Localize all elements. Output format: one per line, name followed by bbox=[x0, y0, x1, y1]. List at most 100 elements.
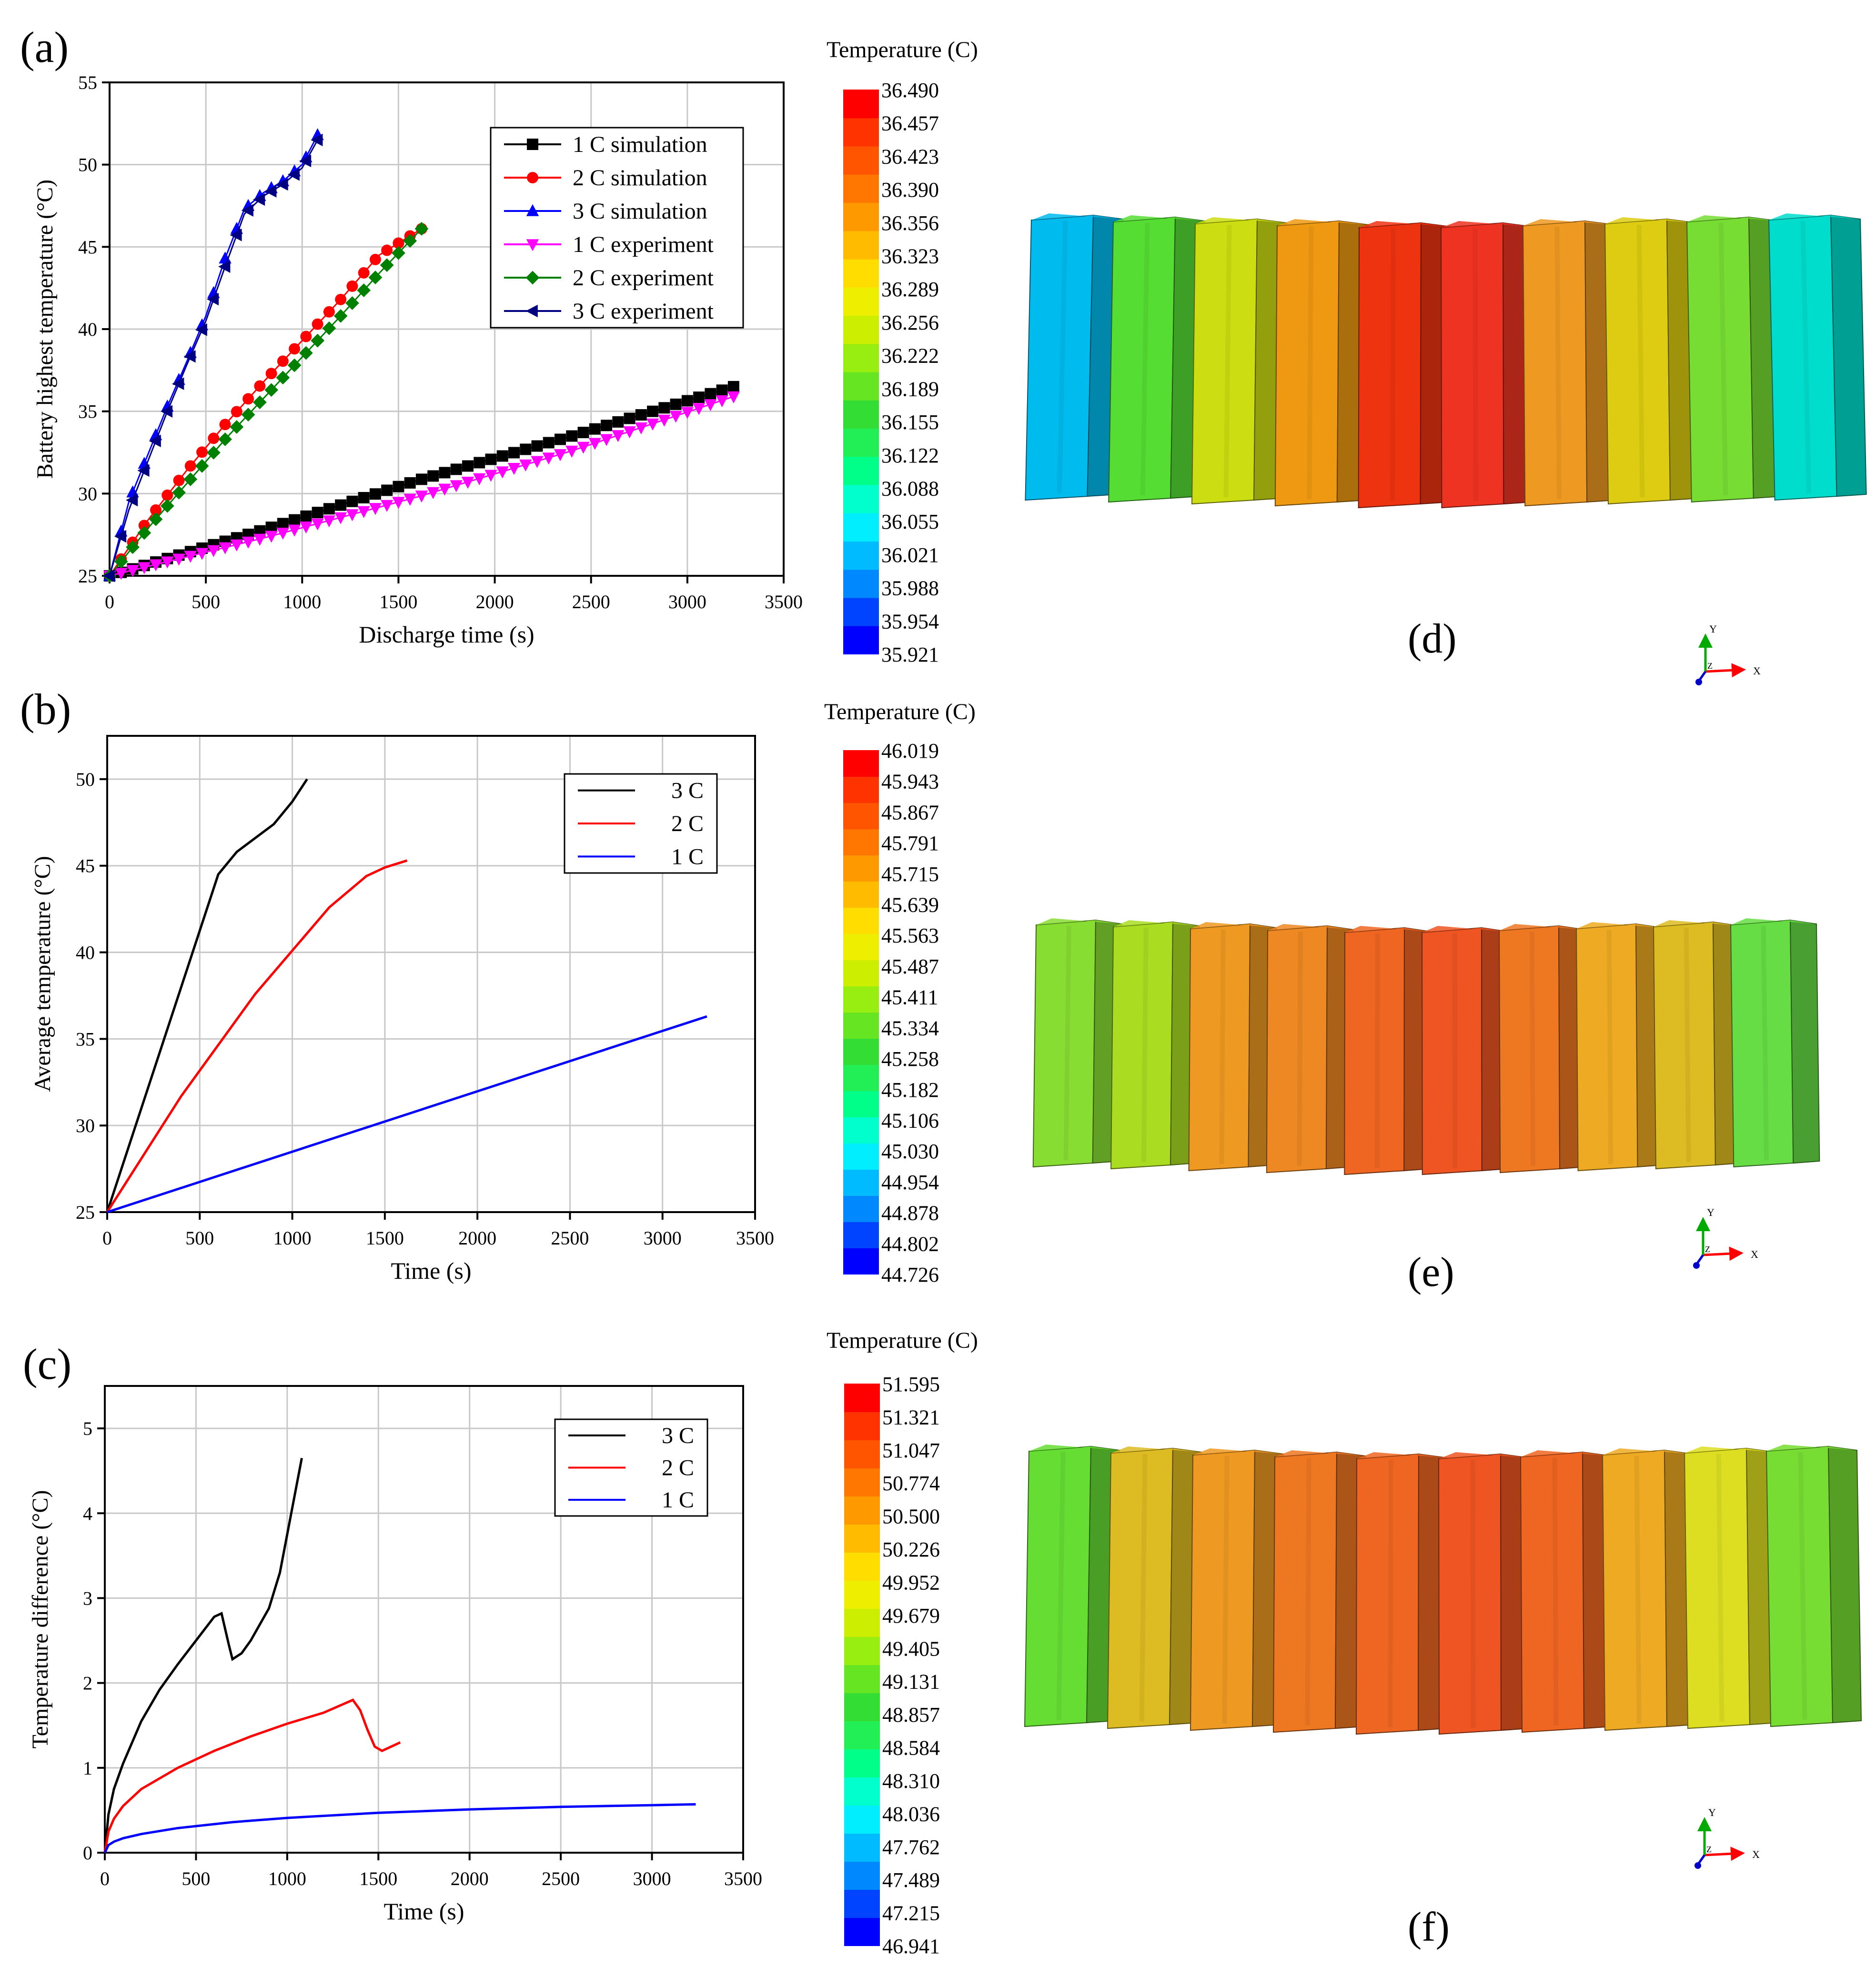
colorbar-value: 45.487 bbox=[881, 955, 939, 978]
battery-cell bbox=[1730, 918, 1820, 1168]
cell-top-face bbox=[1268, 924, 1353, 931]
colorbar-segment bbox=[843, 231, 879, 260]
data-point bbox=[277, 355, 289, 367]
cell-top-face bbox=[1521, 1450, 1611, 1457]
data-point bbox=[219, 251, 232, 264]
data-point bbox=[393, 237, 404, 249]
data-point bbox=[311, 133, 323, 147]
colorbar-value: 36.256 bbox=[881, 311, 939, 334]
cell-stripe bbox=[1307, 226, 1314, 500]
data-point bbox=[333, 309, 348, 323]
data-point bbox=[299, 346, 313, 360]
battery-cell bbox=[1765, 1445, 1862, 1727]
colorbar-segment bbox=[843, 1064, 879, 1091]
series-1-c bbox=[107, 1015, 707, 1214]
colorbar-segment bbox=[843, 1117, 879, 1144]
cell-front-face bbox=[1355, 1453, 1420, 1735]
z-axis-dot bbox=[1693, 1262, 1700, 1269]
colorbar-segment bbox=[843, 1222, 879, 1248]
data-point bbox=[115, 568, 128, 580]
cell-top-face bbox=[1113, 215, 1205, 222]
cell-top-face bbox=[1357, 1452, 1447, 1459]
battery-cell bbox=[1498, 924, 1587, 1174]
colorbar-value: 45.258 bbox=[881, 1047, 939, 1071]
colorbar-segment bbox=[844, 1721, 880, 1749]
y-tick-label: 0 bbox=[83, 1842, 92, 1864]
colorbar-segment bbox=[844, 1805, 880, 1834]
cell-front-face bbox=[1440, 222, 1504, 509]
y-tick-label: 35 bbox=[76, 1028, 95, 1050]
cell-front-face bbox=[1266, 925, 1328, 1174]
data-point bbox=[427, 487, 440, 499]
colorbar-segment bbox=[844, 1889, 880, 1918]
data-point bbox=[254, 380, 266, 392]
x-tick-label: 1500 bbox=[379, 591, 417, 612]
data-point bbox=[276, 527, 290, 540]
colorbar-segment bbox=[843, 986, 879, 1013]
z-axis-dot bbox=[1695, 679, 1702, 685]
colorbar-value: 49.952 bbox=[882, 1571, 940, 1594]
x-tick-label: 1000 bbox=[273, 1227, 312, 1249]
series-2-c-experiment bbox=[102, 221, 429, 583]
data-point bbox=[195, 459, 209, 473]
colorbar-segment bbox=[843, 174, 879, 203]
y-tick-label: 4 bbox=[83, 1503, 92, 1524]
data-point bbox=[577, 442, 590, 454]
data-point bbox=[392, 497, 405, 509]
data-point bbox=[392, 246, 405, 260]
battery-cell bbox=[1108, 215, 1206, 503]
data-point bbox=[531, 440, 543, 452]
data-point bbox=[358, 492, 370, 503]
x-axis-arrow bbox=[1705, 663, 1746, 678]
series-line bbox=[103, 1457, 303, 1853]
data-point bbox=[403, 234, 417, 248]
x-axis-letter: X bbox=[1751, 1248, 1758, 1260]
x-axis-arrow bbox=[1704, 1847, 1745, 1861]
legend-marker bbox=[525, 271, 540, 285]
legend-marker bbox=[526, 204, 539, 216]
x-tick-label: 3500 bbox=[724, 1868, 762, 1889]
data-point bbox=[357, 506, 370, 518]
colorbar-segment bbox=[844, 1580, 880, 1609]
data-point bbox=[287, 358, 302, 372]
data-point bbox=[114, 554, 128, 569]
z-axis-letter: Z bbox=[1705, 1244, 1710, 1254]
panel-label-b: (b) bbox=[20, 685, 71, 733]
data-point bbox=[334, 512, 347, 524]
colorbar-value: 45.867 bbox=[881, 801, 939, 824]
colorbar-segment bbox=[843, 1169, 879, 1196]
data-point bbox=[658, 414, 671, 427]
series-3-c-experiment bbox=[102, 133, 323, 582]
y-axis-label: Average temperature (°C) bbox=[30, 856, 55, 1092]
series-3-c bbox=[103, 1457, 303, 1853]
battery-cell bbox=[1110, 920, 1200, 1170]
x-axis-letter: X bbox=[1753, 665, 1761, 677]
colorbar-value: 45.411 bbox=[881, 986, 938, 1009]
colorbar: 36.490 36.457 36.423 36.390 36.356 36.323 36.2… bbox=[843, 79, 939, 666]
colorbar-segment bbox=[843, 569, 879, 598]
x-tick-label: 1500 bbox=[359, 1868, 397, 1889]
colorbar-value: 48.310 bbox=[882, 1769, 940, 1793]
y-tick-label: 35 bbox=[78, 401, 97, 422]
cell-top-face bbox=[1603, 1448, 1693, 1455]
cell-top-face bbox=[1441, 221, 1533, 228]
colorbar-segment bbox=[843, 597, 879, 626]
data-point bbox=[184, 551, 197, 563]
colorbar-segment bbox=[844, 1693, 880, 1721]
chart-c: (c) 0 500 1000 1500 2000 2500 3000 3500 0 1 2 3 4 5 Tim… bbox=[23, 1340, 762, 1925]
battery-cell bbox=[1522, 219, 1617, 507]
data-point bbox=[508, 447, 520, 459]
cell-stripe bbox=[1634, 1455, 1642, 1724]
data-point bbox=[276, 371, 290, 385]
colorbar-value: 44.878 bbox=[881, 1202, 939, 1225]
data-point bbox=[241, 408, 255, 422]
battery-cell bbox=[1684, 1446, 1779, 1729]
data-point bbox=[554, 449, 567, 462]
colorbar-value: 45.715 bbox=[881, 863, 939, 886]
data-point bbox=[369, 253, 381, 265]
colorbar-value: 45.182 bbox=[881, 1078, 939, 1102]
y-axis-label: Battery highest temperature (°C) bbox=[32, 180, 58, 479]
y-tick-label: 50 bbox=[76, 769, 95, 790]
data-point bbox=[230, 420, 244, 434]
colorbar-segment bbox=[844, 1496, 880, 1525]
